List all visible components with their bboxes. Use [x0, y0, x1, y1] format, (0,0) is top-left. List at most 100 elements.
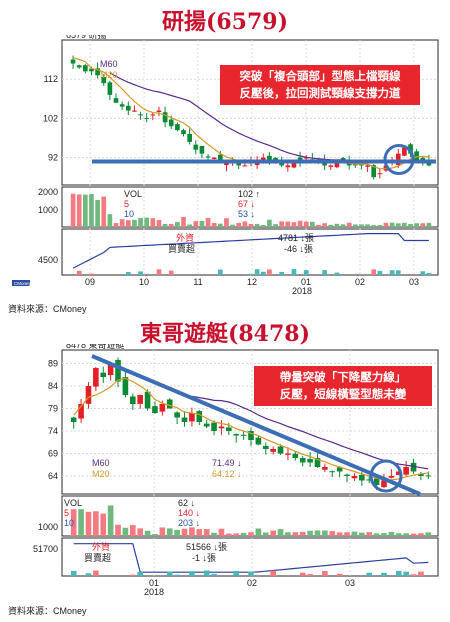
- volume-bar: [89, 194, 94, 227]
- volume-bar: [414, 223, 419, 227]
- volume-bar: [76, 194, 82, 227]
- volume-y-tick: 1000: [38, 522, 58, 532]
- foreign-total: 4781 ↓張: [278, 233, 314, 243]
- volume-bar: [314, 530, 321, 536]
- candle-body: [255, 437, 262, 445]
- volume-bar: [187, 224, 192, 227]
- foreign-label: 外資: [92, 541, 110, 552]
- candle-body: [365, 165, 370, 167]
- candle-body: [292, 453, 299, 458]
- volume-bar: [292, 532, 299, 536]
- annotation-box: [220, 65, 420, 105]
- candle-body: [240, 434, 247, 436]
- x-tick-label: 12: [247, 277, 257, 287]
- volume-bar: [95, 200, 100, 227]
- foreign-bar: [426, 273, 432, 275]
- volume-bar: [144, 530, 151, 536]
- volume-panel-frame: [61, 186, 439, 228]
- x-tick-label: 01: [301, 277, 311, 287]
- y-tick-label: 64: [48, 471, 58, 481]
- foreign-bar: [322, 270, 327, 275]
- volume-bar: [270, 530, 276, 536]
- foreign-bar: [166, 571, 173, 576]
- volume-bar: [303, 221, 309, 227]
- candle-body: [144, 391, 151, 409]
- volume-bar: [418, 533, 424, 536]
- candle-body: [168, 119, 174, 127]
- candle-body: [260, 157, 266, 161]
- volume-bar: [211, 532, 217, 536]
- candle-body: [95, 68, 100, 76]
- foreign-bar: [410, 574, 417, 576]
- candle-body: [242, 165, 248, 167]
- volume-bar: [260, 224, 266, 227]
- ma60-value: 71.49 ↓: [212, 458, 242, 468]
- foreign-y-tick: 4500: [38, 255, 58, 265]
- volume-ma-period: 5: [64, 508, 69, 518]
- foreign-bar: [299, 572, 306, 576]
- candle-body: [119, 104, 125, 107]
- volume-bar: [70, 193, 76, 227]
- candle-body: [233, 434, 240, 436]
- candle-body: [383, 165, 389, 171]
- ma60-label: M60: [100, 59, 118, 69]
- volume-bar: [329, 531, 336, 536]
- volume-bar: [395, 223, 401, 227]
- foreign-label: 外資: [176, 232, 194, 243]
- ma20-value: 64.12 ↓: [212, 469, 242, 479]
- candle-body: [359, 474, 365, 481]
- volume-bar: [70, 509, 77, 536]
- volume-bar: [403, 533, 409, 536]
- foreign-today: -1 ↓張: [192, 553, 216, 563]
- volume-bar: [181, 216, 186, 227]
- foreign-sublabel: 買賣超: [84, 552, 111, 563]
- volume-bar: [240, 532, 247, 536]
- volume-bar: [254, 223, 260, 227]
- candle-body: [299, 458, 306, 463]
- volume-bar: [242, 221, 248, 227]
- foreign-bar: [270, 570, 276, 576]
- volume-bar: [336, 532, 343, 536]
- candle-body: [395, 153, 401, 166]
- foreign-bar: [138, 271, 143, 275]
- foreign-bar: [125, 272, 131, 275]
- volume-bar: [101, 196, 107, 227]
- volume-ma-period: 10: [64, 518, 74, 528]
- foreign-bar: [174, 574, 180, 576]
- candle-body: [205, 156, 211, 158]
- candle-body: [189, 413, 195, 422]
- candle-body: [291, 161, 297, 168]
- candle-body: [218, 426, 225, 429]
- volume-bar: [248, 532, 254, 536]
- volume-bar: [83, 194, 88, 227]
- volume-bar: [310, 221, 315, 227]
- foreign-total: 51566 ↓張: [186, 542, 227, 552]
- candle-body: [277, 446, 284, 454]
- candle-body: [314, 457, 321, 467]
- candle-body: [150, 114, 156, 116]
- candle-body: [371, 165, 377, 178]
- volume-bar: [218, 528, 225, 536]
- candle-body: [132, 110, 137, 112]
- annotation-line: 突破「複合頭部」型態上檔頸線: [240, 69, 401, 83]
- candle-body: [175, 124, 180, 131]
- volume-bar: [181, 528, 188, 536]
- volume-bar: [425, 532, 432, 536]
- foreign-bar: [371, 269, 377, 275]
- candle-body: [156, 110, 162, 112]
- volume-ma-period: 5: [124, 199, 129, 209]
- x-tick-label: 03: [345, 578, 355, 588]
- foreign-bar: [168, 270, 174, 275]
- candle-body: [70, 59, 76, 64]
- y-tick-label: 112: [44, 74, 58, 84]
- highlight-circle: [383, 143, 415, 175]
- candle-body: [267, 155, 272, 162]
- candle-body: [211, 157, 217, 159]
- candle-body: [270, 449, 276, 452]
- volume-ma-period: 10: [124, 209, 134, 219]
- annotation-box: [254, 366, 432, 406]
- volume-bar: [175, 222, 180, 227]
- volume-bar: [267, 219, 272, 227]
- volume-bar: [307, 530, 313, 536]
- candle-body: [217, 154, 223, 162]
